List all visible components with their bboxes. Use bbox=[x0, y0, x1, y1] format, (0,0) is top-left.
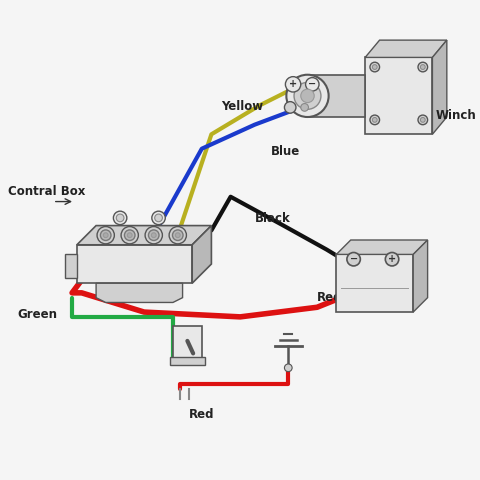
Circle shape bbox=[152, 211, 165, 225]
Polygon shape bbox=[308, 75, 365, 117]
Circle shape bbox=[418, 62, 428, 72]
Text: Contral Box: Contral Box bbox=[8, 185, 85, 198]
Circle shape bbox=[121, 227, 138, 244]
Circle shape bbox=[301, 89, 314, 103]
Circle shape bbox=[100, 230, 111, 240]
Circle shape bbox=[145, 227, 162, 244]
Circle shape bbox=[97, 227, 114, 244]
Bar bbox=[173, 326, 202, 360]
Circle shape bbox=[151, 233, 156, 238]
Circle shape bbox=[169, 227, 186, 244]
Circle shape bbox=[370, 62, 380, 72]
Circle shape bbox=[372, 118, 377, 122]
Text: −: − bbox=[349, 254, 358, 264]
Circle shape bbox=[418, 115, 428, 125]
Polygon shape bbox=[365, 40, 447, 58]
Text: Blue: Blue bbox=[271, 145, 300, 158]
Text: −: − bbox=[308, 79, 316, 89]
Circle shape bbox=[124, 230, 135, 240]
Text: Red: Red bbox=[189, 408, 215, 421]
Circle shape bbox=[175, 233, 180, 238]
Text: Green: Green bbox=[18, 309, 58, 322]
Text: Yellow: Yellow bbox=[221, 100, 263, 113]
Circle shape bbox=[420, 118, 425, 122]
Circle shape bbox=[148, 230, 159, 240]
Text: Red: Red bbox=[317, 291, 343, 304]
Text: Black: Black bbox=[255, 212, 290, 225]
Polygon shape bbox=[365, 58, 432, 134]
Circle shape bbox=[420, 65, 425, 70]
Polygon shape bbox=[96, 283, 182, 302]
Circle shape bbox=[286, 77, 301, 92]
Text: +: + bbox=[289, 79, 297, 89]
Circle shape bbox=[306, 78, 319, 91]
Circle shape bbox=[294, 83, 321, 109]
Polygon shape bbox=[336, 240, 428, 254]
Circle shape bbox=[155, 214, 162, 222]
Circle shape bbox=[301, 104, 309, 111]
Circle shape bbox=[385, 252, 399, 266]
Polygon shape bbox=[432, 40, 447, 134]
Circle shape bbox=[127, 233, 132, 238]
Bar bbox=[336, 254, 413, 312]
Circle shape bbox=[347, 252, 360, 266]
Circle shape bbox=[372, 65, 377, 70]
Polygon shape bbox=[192, 226, 211, 283]
Circle shape bbox=[370, 115, 380, 125]
Text: +: + bbox=[388, 254, 396, 264]
Circle shape bbox=[103, 233, 108, 238]
Polygon shape bbox=[77, 226, 211, 245]
Circle shape bbox=[287, 75, 329, 117]
Circle shape bbox=[172, 230, 183, 240]
Polygon shape bbox=[413, 240, 428, 312]
Polygon shape bbox=[77, 245, 192, 283]
Circle shape bbox=[285, 102, 296, 113]
Circle shape bbox=[113, 211, 127, 225]
Bar bbox=[170, 357, 204, 365]
Circle shape bbox=[116, 214, 124, 222]
Circle shape bbox=[285, 364, 292, 372]
Polygon shape bbox=[65, 254, 77, 278]
Text: Winch: Winch bbox=[435, 108, 476, 121]
